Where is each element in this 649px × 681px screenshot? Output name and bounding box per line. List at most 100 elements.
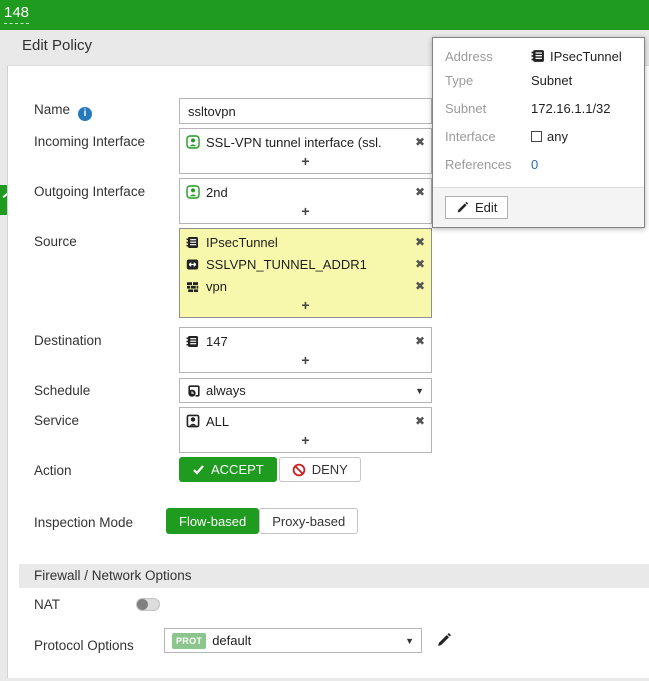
deny-button[interactable]: DENY: [278, 457, 361, 482]
add-entry-button[interactable]: +: [301, 432, 310, 448]
inspection-mode-buttons: Flow-based Proxy-based: [166, 508, 359, 534]
entry-text: ALL: [206, 413, 230, 429]
selected-entry[interactable]: 147 ✖: [186, 330, 425, 352]
address-book-icon: [186, 235, 201, 249]
check-icon: [192, 463, 205, 476]
selected-entry[interactable]: 2nd ✖: [186, 181, 425, 203]
nat-toggle-knob: [137, 599, 148, 610]
incoming-interface-label: Incoming Interface: [34, 134, 146, 149]
action-buttons: ACCEPT DENY: [179, 457, 361, 482]
entry-text: 2nd: [206, 184, 228, 200]
tooltip-address-text: IPsecTunnel: [550, 48, 622, 64]
service-label: Service: [34, 413, 80, 428]
tooltip-row-interface: Interface any: [433, 122, 644, 150]
remove-entry-icon[interactable]: ✖: [414, 185, 425, 199]
references-link[interactable]: 0: [531, 156, 539, 172]
entry-text: SSLVPN_TUNNEL_ADDR1: [206, 256, 367, 272]
add-entry-button[interactable]: +: [301, 352, 310, 368]
accept-button[interactable]: ACCEPT: [179, 457, 277, 482]
selected-entry[interactable]: vpn ✖: [186, 275, 425, 297]
name-label: Name i: [34, 102, 93, 121]
address-book-icon: [186, 334, 201, 348]
entry-text: 147: [206, 333, 228, 349]
flow-based-button[interactable]: Flow-based: [166, 508, 260, 534]
top-bar: 148: [0, 0, 649, 30]
selected-entry[interactable]: SSL-VPN tunnel interface (ssl. ✖: [186, 131, 425, 153]
protocol-options-value: default: [212, 633, 252, 648]
tooltip-value: IPsecTunnel: [531, 49, 622, 64]
nat-toggle[interactable]: [136, 598, 160, 611]
prot-badge: PROT: [172, 632, 207, 649]
tooltip-label: Type: [445, 72, 474, 88]
name-input[interactable]: [179, 98, 432, 124]
edit-button[interactable]: Edit: [445, 196, 509, 219]
name-label-text: Name: [34, 102, 71, 117]
remove-entry-icon[interactable]: ✖: [414, 334, 425, 348]
deny-icon: [292, 463, 306, 477]
edit-protocol-pencil-icon[interactable]: [436, 632, 452, 648]
outgoing-interface-box: 2nd ✖ +: [179, 178, 432, 224]
tooltip-interface-text: any: [547, 128, 568, 144]
address-book-icon: [531, 49, 545, 63]
entry-text: IPsecTunnel: [206, 234, 278, 250]
checkbox-icon: [531, 130, 542, 142]
destination-box: 147 ✖ +: [179, 327, 432, 373]
schedule-value: always: [206, 383, 246, 398]
source-label: Source: [34, 234, 77, 249]
remove-entry-icon[interactable]: ✖: [414, 135, 425, 149]
address-tooltip: Address IPsecTunnel Type Subnet Subnet 1…: [432, 37, 645, 228]
schedule-label: Schedule: [34, 383, 91, 398]
source-box: IPsecTunnel ✖ SSLVPN_TUNNEL_ADDR1 ✖ vpn …: [179, 228, 432, 318]
accept-label: ACCEPT: [211, 462, 264, 477]
protocol-options-select[interactable]: PROT default ▼: [164, 628, 422, 653]
selected-entry[interactable]: IPsecTunnel ✖: [186, 231, 425, 253]
sidebar-fragment-icon: [0, 185, 8, 215]
selected-entry[interactable]: ALL ✖: [186, 410, 425, 432]
tooltip-value: 172.16.1.1/32: [531, 100, 611, 116]
add-entry-button[interactable]: +: [301, 297, 310, 313]
interface-icon: [186, 135, 201, 149]
ip-range-icon: [186, 257, 201, 271]
nat-label: NAT: [34, 597, 60, 612]
remove-entry-icon[interactable]: ✖: [414, 257, 425, 271]
edit-button-label: Edit: [475, 200, 498, 215]
destination-label: Destination: [34, 333, 102, 348]
page-title: Edit Policy: [22, 37, 93, 54]
tooltip-label: References: [445, 156, 512, 172]
tooltip-row-address: Address IPsecTunnel: [433, 38, 644, 66]
action-label: Action: [34, 463, 72, 478]
add-entry-button[interactable]: +: [301, 153, 310, 169]
policy-id-tab[interactable]: 148: [4, 4, 30, 24]
protocol-options-label: Protocol Options: [34, 638, 134, 653]
tooltip-value: Subnet: [531, 72, 573, 88]
chevron-down-icon: ▼: [405, 635, 414, 646]
firewall-network-options-header: Firewall / Network Options: [19, 564, 649, 588]
address-group-icon: [186, 279, 201, 293]
info-icon[interactable]: i: [78, 107, 93, 121]
inspection-mode-label: Inspection Mode: [34, 515, 134, 530]
entry-text: SSL-VPN tunnel interface (ssl.: [206, 134, 382, 150]
deny-label: DENY: [311, 462, 348, 477]
schedule-icon: [187, 384, 203, 398]
tooltip-label: Interface: [445, 128, 496, 144]
add-entry-button[interactable]: +: [301, 203, 310, 219]
chevron-down-icon: ▼: [415, 385, 424, 396]
tooltip-label: Address: [445, 48, 493, 64]
proxy-based-button[interactable]: Proxy-based: [259, 508, 359, 534]
remove-entry-icon[interactable]: ✖: [414, 235, 425, 249]
service-icon: [186, 414, 201, 428]
tooltip-footer: Edit: [433, 187, 644, 227]
tooltip-value: any: [531, 129, 568, 144]
remove-entry-icon[interactable]: ✖: [414, 414, 425, 428]
tooltip-row-subnet: Subnet 172.16.1.1/32: [433, 94, 644, 122]
tooltip-label: Subnet: [445, 100, 487, 116]
tooltip-row-type: Type Subnet: [433, 66, 644, 94]
outgoing-interface-label: Outgoing Interface: [34, 184, 146, 199]
tooltip-row-references: References 0: [433, 150, 644, 178]
remove-entry-icon[interactable]: ✖: [414, 279, 425, 293]
schedule-select[interactable]: always ▼: [179, 378, 432, 403]
incoming-interface-box: SSL-VPN tunnel interface (ssl. ✖ +: [179, 128, 432, 174]
selected-entry[interactable]: SSLVPN_TUNNEL_ADDR1 ✖: [186, 253, 425, 275]
entry-text: vpn: [206, 278, 227, 294]
service-box: ALL ✖ +: [179, 407, 432, 453]
